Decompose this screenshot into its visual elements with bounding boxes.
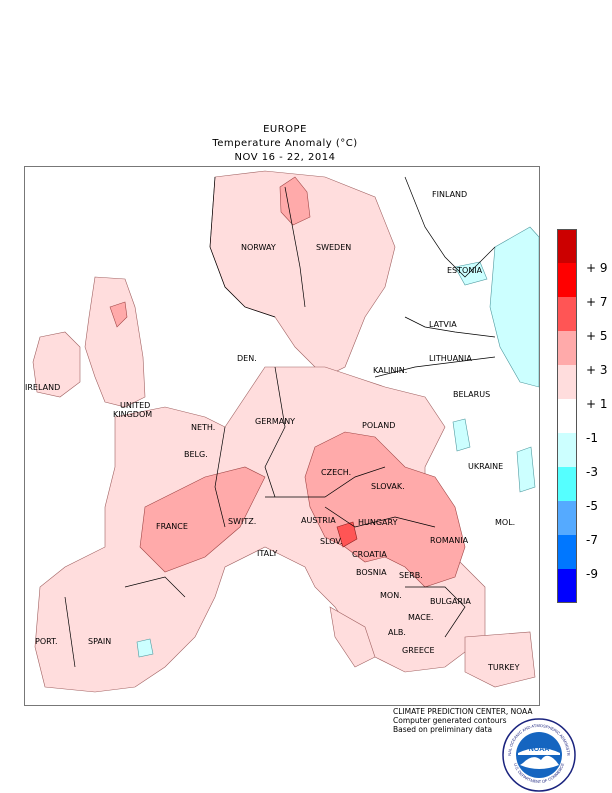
credit-preliminary: Based on preliminary data bbox=[393, 725, 493, 734]
label-sweden: SWEDEN bbox=[316, 243, 351, 252]
label-serbia: SERB. bbox=[399, 571, 423, 580]
legend-swatch-minus5-to-minus3 bbox=[557, 467, 577, 501]
label-macedonia: MACE. bbox=[408, 613, 433, 622]
legend-swatch-minus3-to-minus1 bbox=[557, 433, 577, 467]
legend-label-plus1: + 1 bbox=[586, 397, 608, 411]
label-germany: GERMANY bbox=[255, 417, 295, 426]
label-turkey: TURKEY bbox=[487, 663, 520, 672]
legend-swatch-1-to-3 bbox=[557, 365, 577, 399]
legend-swatch-above-9 bbox=[557, 229, 577, 264]
norway-warm-cell bbox=[279, 176, 311, 226]
map-region-title: EUROPE bbox=[263, 124, 307, 135]
label-bosnia: BOSNIA bbox=[356, 568, 387, 577]
label-norway: NORWAY bbox=[241, 243, 276, 252]
estonia-cool-cell bbox=[454, 261, 488, 286]
legend-swatch-5-to-7 bbox=[557, 297, 577, 331]
italy-south-region bbox=[329, 606, 376, 668]
label-slovakia: SLOVAK. bbox=[371, 482, 405, 491]
label-denmark: DEN. bbox=[237, 354, 257, 363]
ukraine-cool-cell bbox=[516, 446, 536, 493]
label-lithuania: LITHUANIA bbox=[429, 354, 472, 363]
label-latvia: LATVIA bbox=[429, 320, 457, 329]
legend-label-plus3: + 3 bbox=[586, 363, 608, 377]
anomaly-minus1-regions bbox=[136, 226, 539, 658]
label-finland: FINLAND bbox=[432, 190, 467, 199]
legend-swatch-below-minus9 bbox=[557, 569, 577, 603]
label-austria: AUSTRIA bbox=[301, 516, 336, 525]
credit-contours: Computer generated contours bbox=[393, 716, 507, 725]
credit-cpc: CLIMATE PREDICTION CENTER, NOAA bbox=[393, 707, 533, 716]
anomaly-map: FINLAND NORWAY SWEDEN ESTONIA LATVIA LIT… bbox=[24, 166, 540, 706]
legend-label-minus5: -5 bbox=[586, 499, 598, 513]
label-albania: ALB. bbox=[388, 628, 406, 637]
legend-label-plus7: + 7 bbox=[586, 295, 608, 309]
label-ukraine: UKRAINE bbox=[468, 462, 503, 471]
anomaly-plus5-regions bbox=[336, 521, 358, 548]
legend-swatch-minus7-to-minus5 bbox=[557, 501, 577, 535]
label-montenegro: MON. bbox=[380, 591, 402, 600]
label-slovenia: SLOV. bbox=[320, 537, 342, 546]
legend-swatch-3-to-5 bbox=[557, 331, 577, 365]
label-portugal: PORT. bbox=[35, 637, 58, 646]
britain-region bbox=[84, 276, 146, 408]
noaa-logo-text: NOAA bbox=[529, 746, 550, 753]
ukraine-west-cool-cell bbox=[452, 418, 471, 452]
label-kaliningrad: KALININ. bbox=[373, 366, 407, 375]
label-croatia: CROATIA bbox=[352, 550, 387, 559]
label-italy: ITALY bbox=[257, 549, 277, 558]
label-bulgaria: BULGARIA bbox=[430, 597, 471, 606]
label-united: UNITED bbox=[120, 401, 150, 410]
label-ireland: IRELAND bbox=[25, 383, 60, 392]
label-estonia: ESTONIA bbox=[447, 266, 483, 275]
country-borders bbox=[64, 176, 496, 668]
turkey-region bbox=[464, 631, 536, 688]
label-spain: SPAIN bbox=[88, 637, 111, 646]
legend-label-minus9: -9 bbox=[586, 567, 598, 581]
ireland-region bbox=[32, 331, 81, 398]
legend-swatch-minus9-to-minus7 bbox=[557, 535, 577, 569]
legend-label-plus5: + 5 bbox=[586, 329, 608, 343]
spain-cool-cell bbox=[136, 638, 154, 658]
label-greece: GREECE bbox=[402, 646, 435, 655]
scotland-warm-cell bbox=[109, 301, 128, 328]
label-moldova: MOL. bbox=[495, 518, 515, 527]
label-belgium: BELG. bbox=[184, 450, 208, 459]
label-switzerland: SWITZ. bbox=[228, 517, 256, 526]
map-dates: NOV 16 - 22, 2014 bbox=[234, 152, 336, 163]
eastern-cool-region bbox=[489, 226, 539, 388]
legend-label-minus1: -1 bbox=[586, 431, 598, 445]
map-subtitle: Temperature Anomaly (°C) bbox=[212, 138, 358, 149]
label-poland: POLAND bbox=[362, 421, 395, 430]
legend-swatch-7-to-9 bbox=[557, 263, 577, 297]
france-warm-cell bbox=[139, 466, 266, 573]
label-romania: ROMANIA bbox=[430, 536, 469, 545]
label-czech: CZECH. bbox=[321, 468, 351, 477]
label-netherlands: NETH. bbox=[191, 423, 215, 432]
label-hungary: HUNGARY bbox=[358, 518, 398, 527]
label-france: FRANCE bbox=[156, 522, 188, 531]
legend-label-minus7: -7 bbox=[586, 533, 598, 547]
legend-swatch-minus1-to-1 bbox=[557, 399, 577, 433]
legend-label-minus3: -3 bbox=[586, 465, 598, 479]
label-belarus: BELARUS bbox=[453, 390, 490, 399]
noaa-logo: NOAA NATIONAL OCEANIC AND ATMOSPHERIC AD… bbox=[501, 717, 576, 792]
label-kingdom: KINGDOM bbox=[113, 410, 152, 419]
slovenia-hot-cell bbox=[336, 521, 358, 548]
country-labels: FINLAND NORWAY SWEDEN ESTONIA LATVIA LIT… bbox=[25, 190, 520, 672]
legend-label-plus9: + 9 bbox=[586, 261, 608, 275]
